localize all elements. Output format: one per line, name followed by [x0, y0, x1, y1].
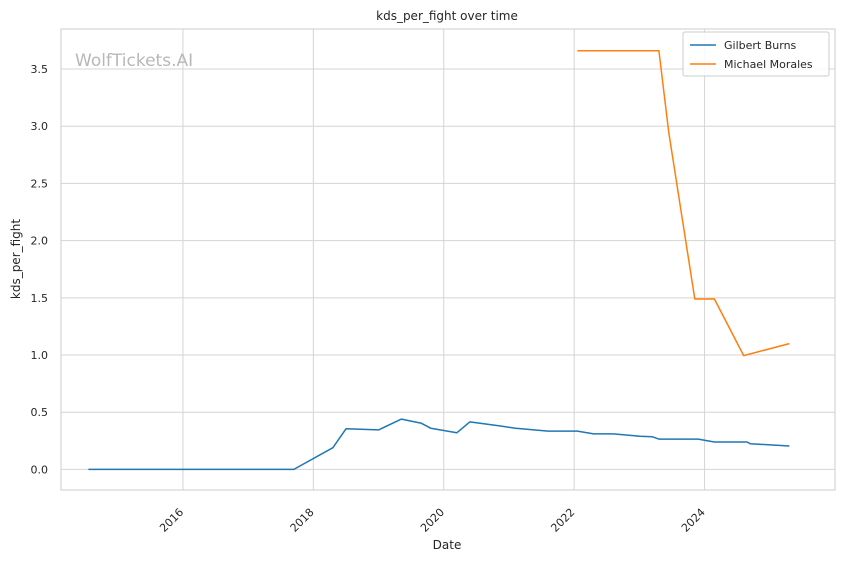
x-tick-label: 2022 [548, 506, 577, 535]
y-tick-label: 0.5 [31, 406, 49, 419]
legend-label-1: Gilbert Burns [724, 39, 797, 52]
y-tick-label: 1.5 [31, 292, 49, 305]
y-axis-label: kds_per_fight [9, 219, 23, 300]
series-layer [88, 49, 790, 471]
legend: Gilbert Burns Michael Morales [682, 31, 830, 77]
plot-area [61, 29, 835, 490]
chart-title: kds_per_fight over time [376, 9, 518, 23]
x-tick-label: 2016 [157, 506, 186, 535]
plot-frame [60, 28, 836, 491]
y-tick-labels: 0.0 0.5 1.0 1.5 2.0 2.5 3.0 3.5 [31, 63, 49, 476]
x-axis-label: Date [433, 538, 462, 552]
series-line-1 [88, 418, 790, 471]
y-tick-label: 3.5 [31, 63, 49, 76]
watermark: WolfTickets.AI [75, 51, 193, 71]
y-tick-label: 0.0 [31, 463, 49, 476]
legend-box [682, 31, 830, 77]
legend-label-2: Michael Morales [724, 58, 813, 71]
y-tick-label: 3.0 [31, 120, 49, 133]
series-line-2 [577, 49, 790, 357]
x-tick-label: 2020 [418, 506, 447, 535]
x-tick-label: 2024 [679, 506, 708, 535]
y-tick-label: 2.0 [31, 235, 49, 248]
x-tick-label: 2018 [288, 506, 317, 535]
x-tick-labels: 2016 2018 2020 2022 2024 [157, 506, 708, 535]
y-tick-label: 1.0 [31, 349, 49, 362]
y-tick-label: 2.5 [31, 177, 49, 190]
